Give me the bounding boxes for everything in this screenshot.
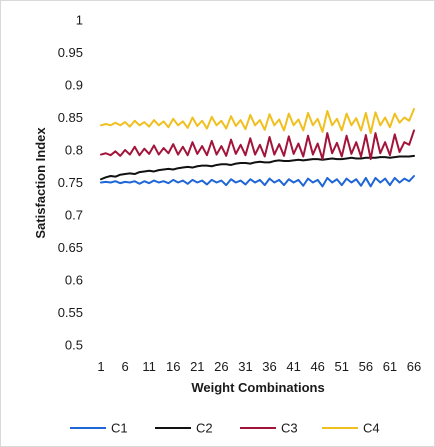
x-tick-label: 56 [359, 359, 373, 374]
y-tick-label: 0.95 [58, 45, 83, 60]
legend-label-c4: C4 [363, 421, 380, 436]
series-line-c1 [100, 175, 415, 188]
y-tick-label: 0.8 [65, 143, 83, 158]
series-line-c2 [100, 154, 415, 181]
x-tick-label: 16 [166, 359, 180, 374]
x-tick-label: 51 [335, 359, 349, 374]
legend-label-c3: C3 [281, 421, 298, 436]
y-tick-label: 0.9 [65, 78, 83, 93]
x-tick-label: 26 [214, 359, 228, 374]
x-tick-label: 21 [190, 359, 204, 374]
legend-label-c2: C2 [196, 421, 213, 436]
x-tick-label: 66 [407, 359, 421, 374]
x-tick-label: 11 [142, 359, 156, 374]
x-tick-label: 61 [383, 359, 397, 374]
y-tick-label: 0.6 [65, 273, 83, 288]
x-axis-title: Weight Combinations [191, 380, 324, 395]
y-axis-title: Satisfaction Index [33, 127, 48, 239]
series-line-c3 [100, 129, 415, 161]
x-tick-label: 6 [121, 359, 128, 374]
x-tick-label: 41 [286, 359, 300, 374]
y-tick-label: 0.75 [58, 175, 83, 190]
y-tick-label: 0.5 [65, 338, 83, 353]
y-tick-label: 0.85 [58, 110, 83, 125]
series-line-c4 [100, 108, 415, 135]
legend-label-c1: C1 [111, 421, 128, 436]
x-tick-label: 1 [97, 359, 104, 374]
x-tick-label: 31 [238, 359, 252, 374]
y-tick-label: 0.65 [58, 240, 83, 255]
y-tick-label: 0.55 [58, 305, 83, 320]
y-tick-label: 1 [76, 13, 83, 28]
x-tick-label: 46 [310, 359, 324, 374]
y-tick-label: 0.7 [65, 208, 83, 223]
x-tick-label: 36 [262, 359, 276, 374]
